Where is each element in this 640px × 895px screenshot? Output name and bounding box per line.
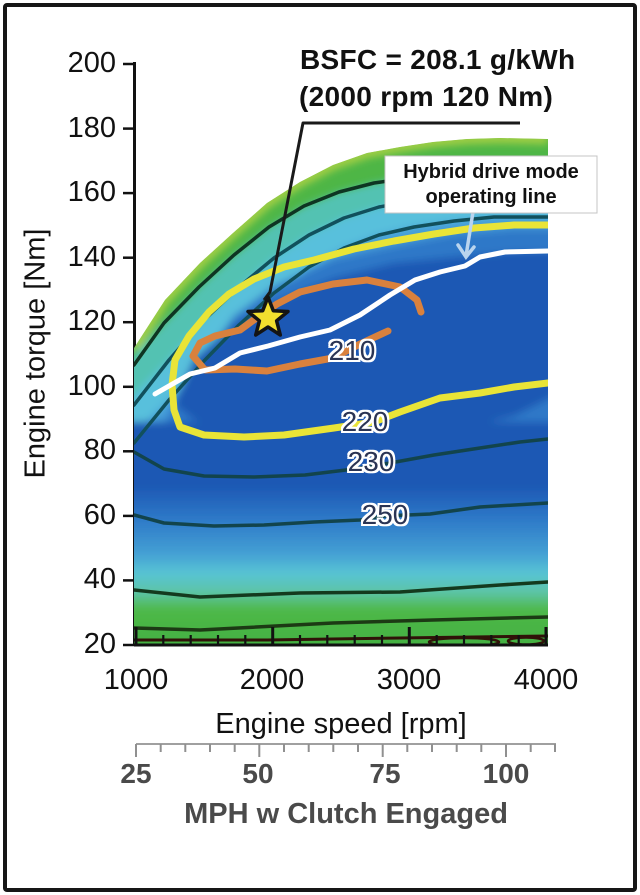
hybrid-operating-line (152, 248, 551, 397)
mph-tick-75: 75 (369, 758, 401, 789)
hybrid-label-line1: Hybrid drive mode (403, 161, 579, 183)
label-arrow-icon (456, 210, 476, 260)
mph-ruler (135, 743, 556, 757)
mph-axis-title: MPH w Clutch Engaged (184, 798, 508, 830)
y-tick-120: 120 (67, 305, 116, 337)
y-tick-40: 40 (83, 563, 116, 595)
y-tick-200: 200 (67, 47, 116, 79)
mph-tick-100: 100 (482, 758, 530, 789)
bsfc-annotation-line1: BSFC = 208.1 g/kWh (300, 44, 576, 75)
y-tick-20: 20 (83, 628, 116, 660)
contour-230 (134, 437, 548, 479)
hybrid-label-box (384, 155, 598, 214)
y-tick-160: 160 (67, 176, 116, 208)
x-tick-4000: 4000 (513, 664, 579, 696)
y-tick-80: 80 (83, 434, 116, 466)
y-tick-100: 100 (67, 370, 116, 402)
y-tick-60: 60 (83, 499, 116, 531)
y-axis (123, 62, 136, 647)
contour-label-250: 250 (361, 499, 409, 530)
y-axis-ticks (123, 62, 134, 647)
contour-250 (134, 501, 548, 528)
x-axis-title: Engine speed [rpm] (215, 708, 467, 740)
bsfc-colormap-bands (134, 138, 548, 645)
contour-label-230: 230 (347, 446, 395, 477)
hybrid-label: Hybrid drive mode operating line (385, 156, 597, 210)
hybrid-label-line2: operating line (425, 186, 557, 208)
contour-label-220: 220 (341, 406, 389, 437)
x-axis-ticks (134, 627, 548, 645)
contour-210-orange (189, 276, 425, 375)
x-tick-3000: 3000 (376, 664, 442, 696)
x-tick-2000: 2000 (239, 664, 305, 696)
star-marker-optimum (246, 295, 290, 337)
mph-tick-25: 25 (120, 758, 152, 789)
y-axis-title: Engine torque [Nm] (19, 228, 52, 479)
bsfc-annotation-line2: (2000 rpm 120 Nm) (299, 81, 554, 112)
contour-220-yellow (168, 221, 548, 441)
y-tick-140: 140 (67, 241, 116, 273)
y-tick-180: 180 (67, 112, 116, 144)
contour-label-210: 210 (328, 335, 376, 366)
plot-area (134, 121, 551, 647)
x-tick-1000: 1000 (103, 664, 169, 696)
mph-tick-50: 50 (242, 758, 274, 789)
